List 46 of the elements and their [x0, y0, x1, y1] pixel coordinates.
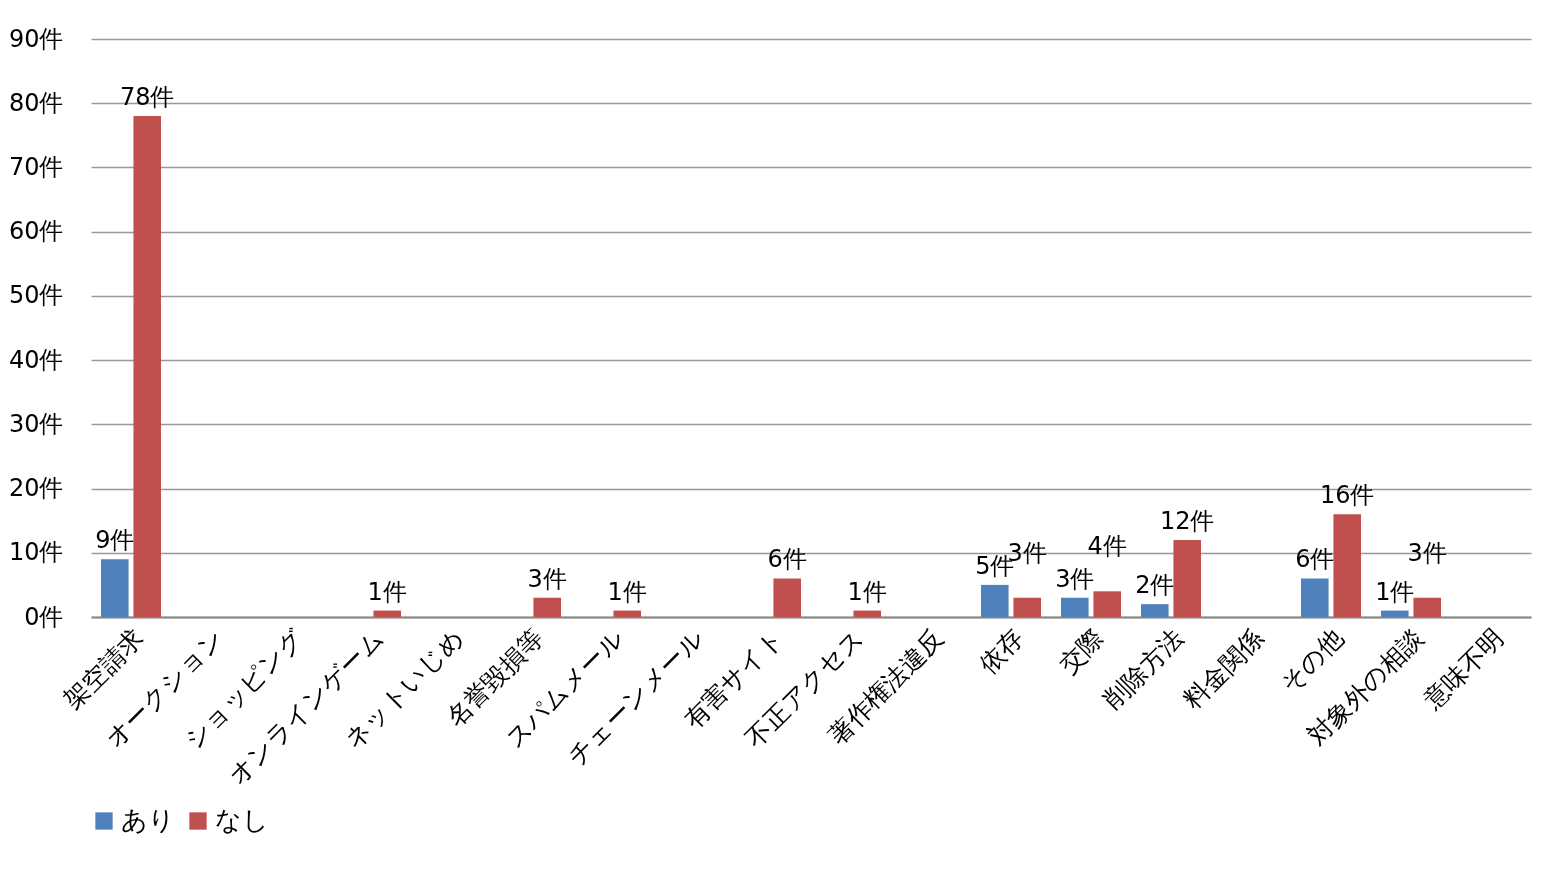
bar: [533, 597, 561, 617]
bar: [373, 610, 401, 617]
bar: [1413, 597, 1441, 617]
y-tick-label: 40件: [8, 345, 64, 374]
data-label: 16件: [1319, 481, 1375, 510]
data-label: 1件: [1375, 577, 1415, 606]
bar: [133, 116, 161, 617]
data-label: 6件: [767, 545, 807, 574]
bar: [773, 578, 801, 617]
legend-label: あり: [121, 805, 175, 835]
data-label: 78件: [119, 83, 175, 112]
legend-label: なし: [215, 805, 269, 835]
bar: [613, 610, 641, 617]
data-label: 1件: [607, 577, 647, 606]
y-tick-label: 60件: [8, 217, 64, 246]
y-tick-label: 80件: [8, 88, 64, 117]
y-tick-label: 90件: [8, 24, 64, 53]
data-label: 3件: [527, 564, 567, 593]
data-label: 4件: [1087, 532, 1127, 561]
bar: [1093, 591, 1121, 617]
y-tick-label: 20件: [8, 474, 64, 503]
bar: [1333, 514, 1361, 617]
bar: [1301, 578, 1329, 617]
data-label: 9件: [95, 526, 135, 555]
y-tick-label: 10件: [8, 538, 64, 567]
data-label: 1件: [847, 577, 887, 606]
data-label: 2件: [1135, 571, 1175, 600]
bar: [981, 584, 1009, 617]
x-tick-label: 交際: [1053, 623, 1110, 680]
bar: [101, 559, 129, 617]
y-tick-label: 0件: [24, 602, 64, 631]
data-label: 6件: [1295, 545, 1335, 574]
x-tick-label: 依存: [973, 623, 1030, 680]
bar: [853, 610, 881, 617]
data-label: 1件: [367, 577, 407, 606]
data-label: 3件: [1407, 538, 1447, 567]
bar: [1381, 610, 1409, 617]
data-label: 3件: [1055, 564, 1095, 593]
bar: [1061, 597, 1089, 617]
y-tick-label: 50件: [8, 281, 64, 310]
bar: [1141, 604, 1169, 617]
data-label: 12件: [1159, 506, 1215, 535]
bar: [1173, 539, 1201, 617]
y-tick-label: 30件: [8, 409, 64, 438]
y-tick-label: 70件: [8, 152, 64, 181]
bar: [1013, 597, 1041, 617]
